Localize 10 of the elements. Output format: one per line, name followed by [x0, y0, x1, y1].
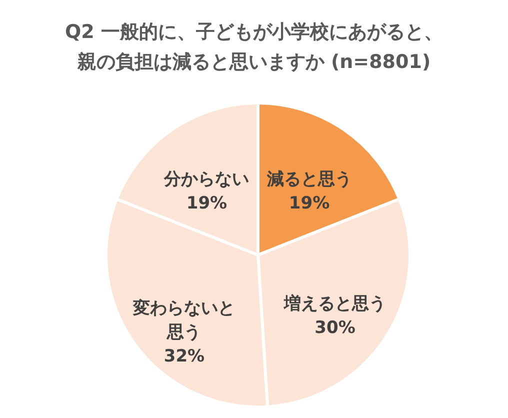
- text: Q2 一般的に、子どもが小学校にあがると、: [65, 21, 443, 43]
- data-label: 19%: [186, 194, 228, 214]
- data-label: 30%: [314, 318, 356, 338]
- slice-label: 変わらないと思う: [132, 298, 236, 343]
- data-label: 19%: [288, 194, 330, 214]
- slice-label: 増えると思う: [283, 292, 386, 314]
- data-label: 32%: [164, 346, 205, 367]
- slice-label: 減ると思う: [266, 170, 352, 190]
- slice-label: 分からない: [163, 170, 250, 190]
- text: 親の負担は減ると思いますか (n=8801): [77, 51, 431, 73]
